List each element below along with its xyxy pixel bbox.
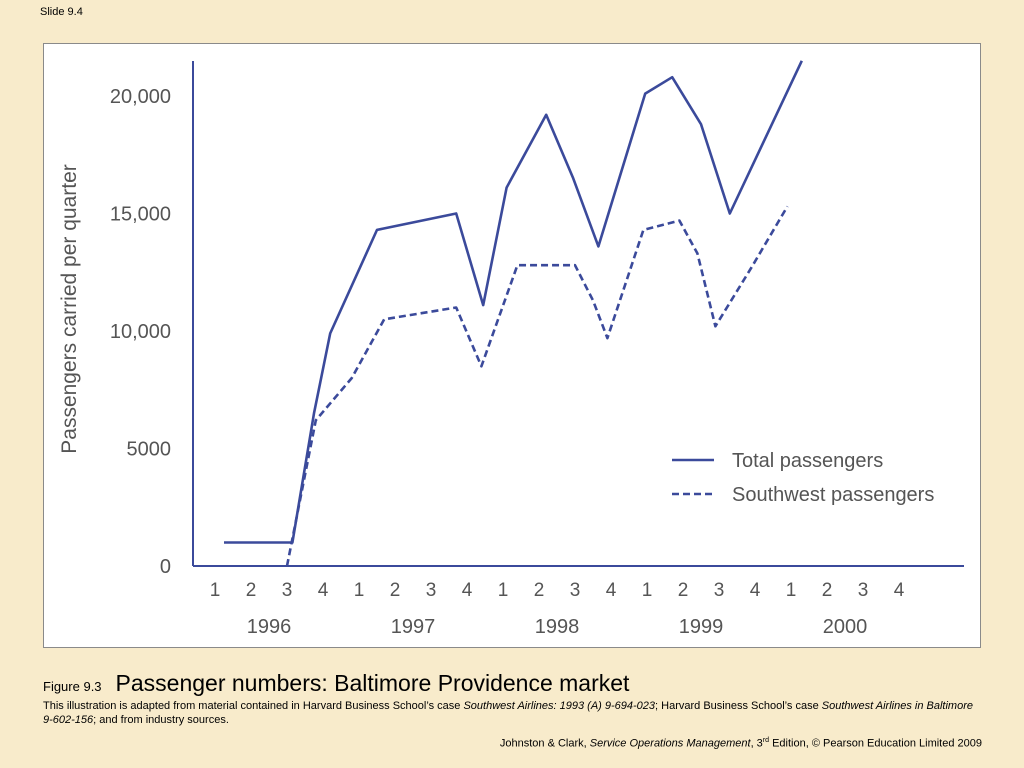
source-text-3: ; and from industry sources.	[93, 714, 229, 726]
x-quarter-label: 1	[210, 580, 221, 601]
x-quarter-label: 3	[426, 580, 437, 601]
x-quarter-label: 2	[246, 580, 257, 601]
x-year-label: 1999	[679, 616, 724, 638]
figure-caption: Figure 9.3 Passenger numbers: Baltimore P…	[43, 670, 983, 727]
footer-edition: , 3	[750, 737, 763, 750]
x-quarter-label: 1	[786, 580, 797, 601]
x-year-label: 1996	[247, 616, 292, 638]
y-tick-label: 5000	[127, 439, 172, 461]
x-quarter-label: 2	[534, 580, 545, 601]
figure-number: Figure 9.3	[43, 679, 102, 694]
line-chart: 0 5000 10,000 15,000 20,000 Passengers carrie…	[58, 60, 964, 638]
x-quarter-label: 4	[462, 580, 473, 601]
x-quarter-label: 4	[894, 580, 905, 601]
footer-authors: Johnston & Clark,	[499, 737, 590, 750]
x-year-label: 1998	[535, 616, 580, 638]
footer-book-title: Service Operations Management	[589, 737, 751, 750]
x-quarter-label: 3	[282, 580, 293, 601]
x-quarter-label: 3	[858, 580, 869, 601]
source-case-1: Southwest Airlines: 1993 (A) 9-694-023	[463, 700, 656, 712]
series-line-total-passengers	[224, 60, 803, 544]
y-tick-label: 20,000	[110, 86, 171, 108]
y-tick-label: 15,000	[110, 204, 171, 226]
x-year-label: 2000	[823, 616, 868, 638]
x-quarter-label: 2	[390, 580, 401, 601]
source-case-2: Southwest Airlines in Baltimore 9-602-15…	[43, 700, 973, 726]
x-quarter-label: 2	[822, 580, 833, 601]
y-tick-label: 10,000	[110, 321, 171, 343]
legend-label: Southwest passengers	[732, 484, 934, 506]
figure-source-note: This illustration is adapted from materi…	[43, 699, 983, 727]
series-line-southwest-passengers	[285, 205, 789, 567]
x-quarter-label: 4	[750, 580, 761, 601]
x-quarter-label: 4	[606, 580, 617, 601]
footer-citation: Johnston & Clark, Service Operations Man…	[500, 737, 982, 750]
x-year-label: 1997	[391, 616, 436, 638]
x-quarter-label: 1	[498, 580, 509, 601]
footer-edition-rest: Edition, © Pearson Education Limited 200…	[769, 737, 982, 750]
x-quarter-label: 3	[714, 580, 725, 601]
source-text-1: This illustration is adapted from materi…	[43, 700, 464, 712]
x-quarter-label: 2	[678, 580, 689, 601]
legend-label: Total passengers	[732, 450, 883, 472]
y-axis-label: Passengers carried per quarter	[58, 164, 81, 453]
x-quarter-label: 1	[642, 580, 653, 601]
footer-edition-sup: rd	[762, 737, 770, 744]
figure-title: Passenger numbers: Baltimore Providence …	[115, 670, 630, 696]
x-quarter-label: 1	[354, 580, 365, 601]
x-quarter-label: 3	[570, 580, 581, 601]
y-tick-label: 0	[160, 556, 171, 578]
source-text-2: ; Harvard Business School’s case	[655, 700, 822, 712]
x-quarter-label: 4	[318, 580, 329, 601]
slide-label: Slide 9.4	[40, 6, 83, 18]
chart-frame: 0 5000 10,000 15,000 20,000 Passengers carrie…	[43, 43, 981, 648]
